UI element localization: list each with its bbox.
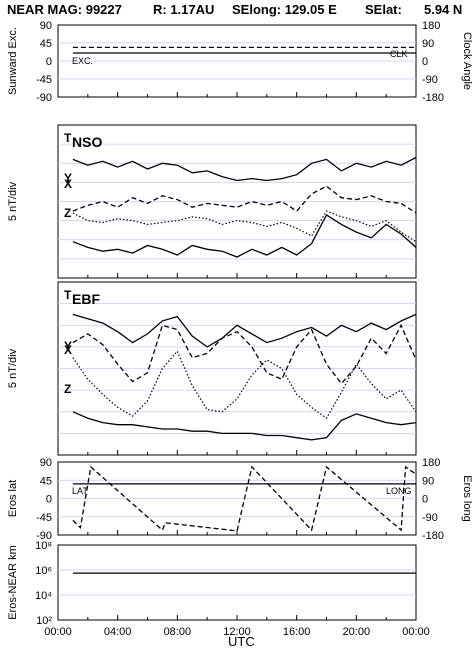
panel-eros-angles-ylabel: Eros lat bbox=[7, 480, 19, 517]
panel-sunward-ytick: 0 bbox=[46, 56, 52, 68]
annotation-x: X bbox=[64, 343, 72, 357]
panel-range-frame bbox=[57, 544, 417, 621]
panel-EBF-series-z bbox=[72, 411, 417, 441]
annotation-t: T bbox=[64, 131, 72, 145]
x-tick-label: 16:00 bbox=[283, 626, 311, 638]
header-distance: R: 1.17AU bbox=[153, 2, 214, 17]
panel-eros-angles-ytick-right: -180 bbox=[422, 530, 444, 542]
panel-sunward-ytick-right: 90 bbox=[422, 38, 434, 50]
annotation-long: LONG bbox=[386, 486, 412, 496]
panel-eros-angles-ytick: 0 bbox=[46, 494, 52, 506]
x-tick-label: 00:00 bbox=[402, 626, 430, 638]
annotation-frame: NSO bbox=[72, 134, 102, 150]
panel-EBF-series-y bbox=[72, 350, 417, 420]
header-title: NEAR MAG: 99227 bbox=[7, 2, 122, 17]
panel-sunward-ytick-right: -180 bbox=[422, 92, 444, 104]
annotation-x: X bbox=[64, 177, 72, 191]
panel-range-ytick: 10⁴ bbox=[35, 590, 52, 602]
x-tick-label: 08:00 bbox=[164, 626, 192, 638]
annotation-frame: EBF bbox=[72, 291, 100, 307]
annotation-y: Y bbox=[64, 339, 72, 353]
annotation-exc: EXC. bbox=[72, 56, 93, 66]
panel-eros-angles-ytick-right: -90 bbox=[422, 512, 438, 524]
header-selat: SElat: bbox=[365, 2, 402, 17]
panel-EBF-series-t bbox=[72, 313, 417, 348]
x-tick-label: 00:00 bbox=[44, 626, 72, 638]
panel-NSO-series-z bbox=[72, 213, 417, 258]
annotation-lat: LAT bbox=[72, 486, 88, 496]
panel-eros-angles-ytick-right: 0 bbox=[422, 494, 428, 506]
panel-eros-angles-ytick: 45 bbox=[40, 475, 52, 487]
panel-sunward-ytick-right: 180 bbox=[422, 20, 440, 32]
panel-eros-angles-series-long bbox=[72, 465, 417, 532]
panel-sunward-ytick: 90 bbox=[40, 20, 52, 32]
panel-range-ylabel: Eros-NEAR km bbox=[7, 545, 19, 620]
x-tick-label: 04:00 bbox=[104, 626, 132, 638]
panel-eros-angles-ytick-right: 90 bbox=[422, 475, 434, 487]
panel-sunward-ytick-right: 0 bbox=[422, 56, 428, 68]
panel-sunward-ytick: -45 bbox=[36, 74, 52, 86]
panel-range-ytick: 10² bbox=[36, 615, 52, 627]
x-tick-label: 20:00 bbox=[343, 626, 371, 638]
plot-panels: 90 45 0 -45 -90 180 90 0 -90 -180 Sunward Exc. Cloc… bbox=[7, 20, 473, 638]
x-tick-label: 12:00 bbox=[223, 626, 251, 638]
panel-NSO-ylabel: 5 nT/div bbox=[7, 181, 19, 221]
panel-eros-angles-ytick: 90 bbox=[40, 457, 52, 469]
x-label: UTC bbox=[228, 634, 255, 649]
panel-sunward-ylabel-right: Clock Angle bbox=[461, 32, 473, 90]
panel-range-ytick: 10⁸ bbox=[35, 540, 52, 552]
panel-EBF-ylabel: 5 nT/div bbox=[7, 348, 19, 388]
panel-EBF-series-x bbox=[72, 323, 417, 385]
annotation-z: Z bbox=[64, 206, 71, 220]
annotation-clk: CLK bbox=[390, 49, 408, 59]
annotation-t: T bbox=[64, 288, 72, 302]
panel-sunward-ytick-right: -90 bbox=[422, 74, 438, 86]
panel-sunward-ytick: 45 bbox=[40, 38, 52, 50]
annotation-y: Y bbox=[64, 171, 72, 185]
panel-eros-angles-ytick: -45 bbox=[36, 512, 52, 524]
panel-eros-angles-ytick-right: 180 bbox=[422, 457, 440, 469]
panel-sunward-ylabel: Sunward Exc. bbox=[7, 27, 19, 95]
panel-NSO-series-y bbox=[72, 210, 417, 243]
panel-sunward-ytick: -90 bbox=[36, 92, 52, 104]
annotation-z: Z bbox=[64, 382, 71, 396]
header-selong: SElong: 129.05 E bbox=[232, 2, 337, 17]
panel-NSO-series-t bbox=[72, 156, 417, 182]
panel-eros-angles-ylabel-right: Eros long bbox=[461, 475, 473, 521]
panel-eros-angles-ytick: -90 bbox=[36, 530, 52, 542]
panel-NSO-series-x bbox=[72, 185, 417, 214]
panel-range-ytick: 10⁶ bbox=[35, 565, 52, 577]
header-selat-value: 5.94 N bbox=[424, 2, 462, 17]
